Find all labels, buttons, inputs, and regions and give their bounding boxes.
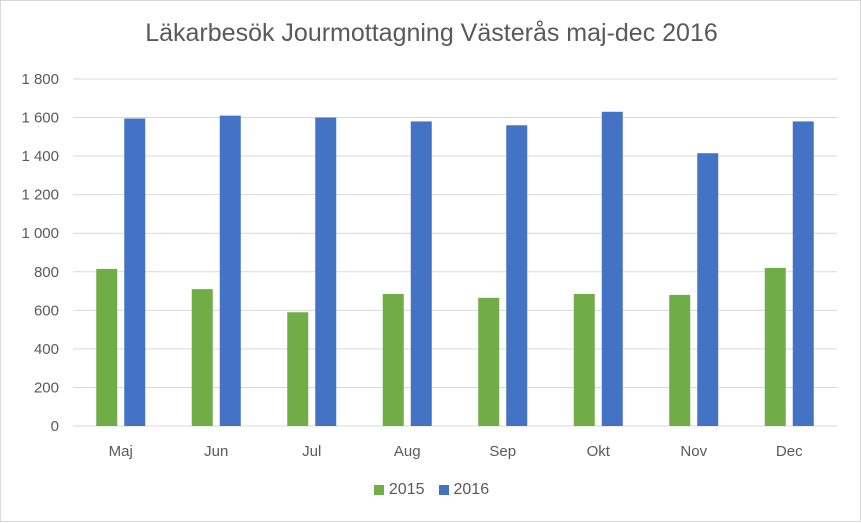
bar-2015-Dec	[764, 267, 786, 426]
bar-2015-Okt	[573, 293, 595, 426]
bar-2015-Jul	[287, 312, 309, 426]
y-axis-ticks: 0 200 400 600 800 1 000 1 200 1 400 1 600 1 800	[21, 71, 59, 435]
legend: 2015 2016	[1, 481, 861, 499]
bar-2016-Nov	[697, 153, 719, 426]
legend-swatch-series-2	[438, 485, 449, 495]
y-tick-label: 1 400	[21, 148, 59, 165]
y-tick-label: 1 600	[21, 110, 59, 127]
x-tick-label: Aug	[394, 443, 421, 460]
bars	[96, 111, 814, 427]
bar-2016-Aug	[410, 121, 432, 427]
chart-title: Läkarbesök Jourmottagning Västerås maj-d…	[145, 19, 718, 47]
bar-2016-Dec	[792, 121, 814, 427]
legend-label-series-2: 2016	[453, 481, 490, 498]
legend-swatch-series-1	[373, 485, 384, 495]
legend-item-series-1: 2015	[373, 481, 425, 499]
y-tick-label: 1 200	[21, 187, 59, 204]
bar-2016-Jul	[315, 117, 337, 427]
legend-item-series-2: 2016	[438, 481, 490, 499]
bar-2015-Nov	[669, 294, 691, 426]
x-tick-label: Maj	[109, 443, 133, 460]
gridlines	[73, 78, 837, 427]
y-tick-label: 600	[34, 302, 59, 319]
bar-2015-Maj	[96, 268, 118, 426]
y-tick-label: 400	[34, 341, 59, 358]
bar-2016-Maj	[124, 118, 146, 427]
y-tick-label: 1 800	[21, 71, 59, 88]
legend-label-series-1: 2015	[388, 481, 425, 498]
bar-2015-Sep	[478, 297, 500, 426]
x-tick-label: Jun	[204, 443, 228, 460]
x-axis-ticks: Maj Jun Jul Aug Sep Okt Nov Dec	[109, 443, 803, 460]
y-tick-label: 200	[34, 379, 59, 396]
bar-2016-Jun	[219, 115, 241, 426]
x-tick-label: Dec	[776, 443, 803, 460]
x-tick-label: Sep	[489, 443, 516, 460]
bar-2015-Jun	[191, 289, 213, 426]
bar-2015-Aug	[382, 293, 404, 426]
y-tick-label: 0	[51, 418, 59, 435]
bar-2016-Okt	[601, 111, 623, 427]
bar-2016-Sep	[506, 125, 528, 427]
x-tick-label: Okt	[587, 443, 611, 460]
x-tick-label: Jul	[302, 443, 321, 460]
y-tick-label: 800	[34, 264, 59, 281]
y-tick-label: 1 000	[21, 225, 59, 242]
x-tick-label: Nov	[680, 443, 707, 460]
